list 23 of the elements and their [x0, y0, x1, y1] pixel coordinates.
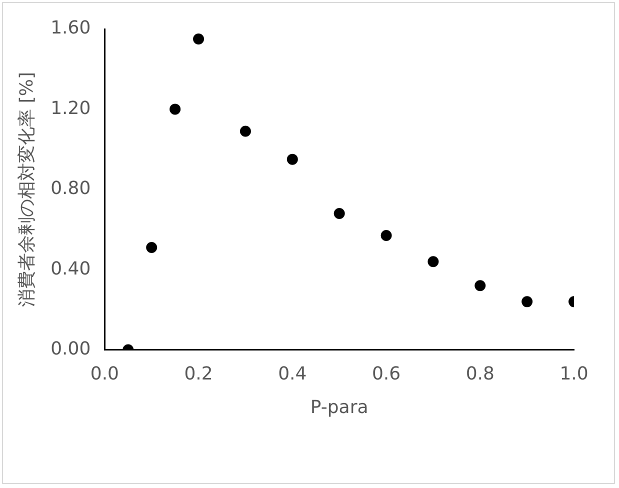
y-tick-label: 1.60 [50, 18, 91, 39]
y-tick-label: 0.00 [50, 338, 91, 360]
x-axis-title: P-para [310, 396, 368, 418]
x-tick-label: 0.4 [278, 363, 307, 384]
x-tick-label: 1.0 [560, 363, 588, 384]
point [334, 208, 345, 219]
point [474, 280, 486, 292]
point [240, 126, 251, 137]
y-tick-label: 0.40 [50, 258, 91, 280]
y-tick-label: 1.20 [50, 98, 91, 119]
x-tick-label: 0.0 [90, 363, 119, 384]
point [193, 34, 204, 45]
point [170, 104, 181, 115]
x-tick-label: 0.8 [466, 363, 494, 384]
x-tick-label: 0.2 [184, 363, 213, 384]
point [286, 154, 298, 165]
point [522, 296, 533, 308]
y-axis-title: 消費者余剰の相対変化率 [%] [16, 72, 38, 307]
y-tick-label: 0.80 [50, 178, 91, 200]
point [146, 242, 158, 254]
point [428, 256, 439, 268]
x-tick-label: 0.6 [372, 363, 401, 384]
point [380, 230, 392, 242]
